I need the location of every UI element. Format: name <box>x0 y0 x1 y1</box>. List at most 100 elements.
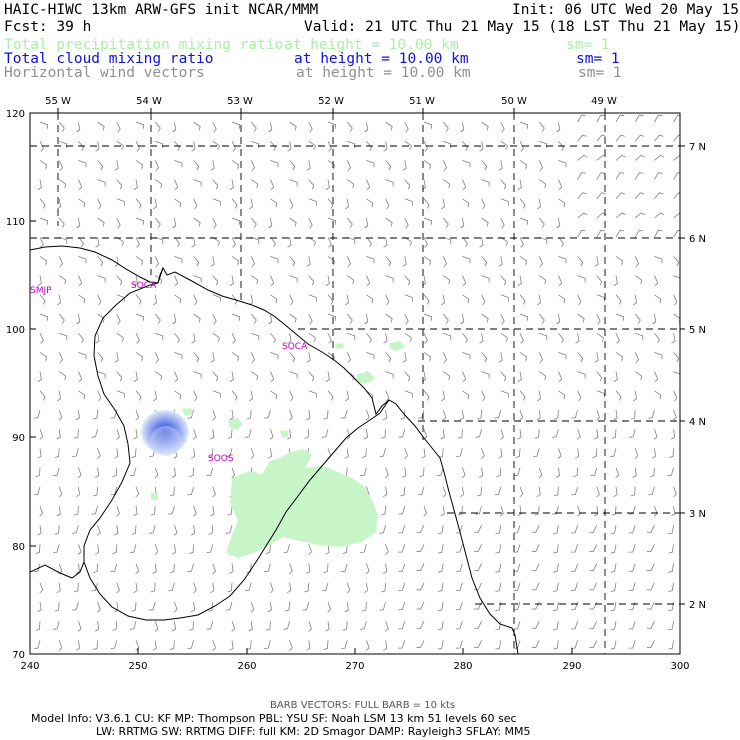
lon-label: 50 W <box>501 96 527 107</box>
wind-barb <box>169 486 175 497</box>
wind-barb <box>634 212 645 219</box>
wind-barb <box>402 352 407 363</box>
wind-barb <box>481 275 490 283</box>
wind-barb <box>385 217 393 227</box>
wind-barb <box>155 236 164 244</box>
wind-barb <box>495 563 502 573</box>
wind-barb <box>52 621 60 630</box>
wind-barb <box>33 640 41 649</box>
lat-label: 2 N <box>689 600 706 611</box>
wind-barb <box>289 313 297 323</box>
wind-barb <box>517 179 522 190</box>
y-tick-label: 80 <box>12 542 25 553</box>
wind-barb <box>498 448 503 459</box>
wind-barb <box>154 352 160 363</box>
wind-barb <box>210 256 215 267</box>
wind-barb <box>212 217 217 229</box>
wind-barb <box>131 448 137 458</box>
wind-barb <box>327 294 334 305</box>
wind-barb <box>538 121 545 132</box>
wind-barb <box>366 352 375 360</box>
wind-barb <box>325 371 330 382</box>
wind-barb <box>39 121 48 129</box>
wind-barb <box>150 505 156 516</box>
wind-barb <box>250 313 257 324</box>
wind-barb <box>558 160 567 168</box>
wind-barb <box>553 563 559 573</box>
wind-barb <box>437 525 444 535</box>
wind-barb <box>93 640 98 650</box>
wind-barb <box>462 294 470 304</box>
wind-barb <box>366 198 374 208</box>
wind-barb <box>577 192 587 200</box>
wind-barb <box>556 313 561 325</box>
wind-barb <box>460 217 465 229</box>
wind-barb <box>289 198 294 210</box>
wind-barb <box>536 409 541 421</box>
wind-barb <box>442 160 448 171</box>
forecast-hour: Fcst: 39 h <box>4 19 92 35</box>
wind-barb <box>615 256 624 265</box>
wind-barb <box>327 333 332 344</box>
wind-barb <box>78 332 84 343</box>
wind-barb <box>456 448 463 457</box>
wind-barb <box>210 160 215 171</box>
wind-barb <box>250 256 256 267</box>
wind-barb <box>515 448 521 458</box>
wind-barb <box>553 621 559 631</box>
wind-barb <box>611 505 617 516</box>
wind-barb <box>346 256 352 267</box>
wind-barb <box>250 121 257 132</box>
wind-barb <box>610 621 617 631</box>
wind-barb <box>615 114 625 123</box>
wind-barb <box>152 390 158 402</box>
wind-barb <box>632 294 638 306</box>
wind-barb <box>78 371 83 382</box>
wind-barb <box>327 601 332 613</box>
wind-barb <box>400 486 406 497</box>
wind-barb <box>52 467 60 477</box>
wind-barb <box>289 275 298 283</box>
wind-barb <box>379 448 386 457</box>
wind-barb <box>589 621 598 629</box>
wind-barb <box>421 179 426 190</box>
wind-barb <box>189 544 194 554</box>
wind-barb <box>231 141 236 152</box>
wind-barb <box>150 582 156 593</box>
wind-barb <box>210 352 215 363</box>
wind-barb <box>327 313 336 321</box>
wind-barb <box>402 256 407 267</box>
wind-barb <box>97 198 102 210</box>
wind-barb <box>573 467 578 478</box>
wind-barb <box>187 486 194 496</box>
wind-barb <box>398 525 406 534</box>
wind-barb <box>558 275 563 286</box>
wind-barb <box>75 640 80 651</box>
wind-barb <box>479 237 484 248</box>
wind-barb <box>385 467 389 479</box>
wind-barb <box>250 179 259 189</box>
wind-barb <box>423 141 428 152</box>
wind-barb <box>462 371 467 382</box>
wind-barb <box>519 141 524 152</box>
wind-barb <box>538 179 547 189</box>
wind-barb <box>455 640 463 649</box>
wind-barb <box>513 467 521 477</box>
wind-barb <box>289 563 293 575</box>
wind-barb <box>628 505 636 515</box>
wind-barb <box>385 621 389 632</box>
wind-barb <box>651 448 656 459</box>
lat-label: 6 N <box>689 234 706 245</box>
wind-barb <box>556 217 561 229</box>
wind-barb <box>366 275 371 286</box>
wind-barb <box>404 179 411 190</box>
wind-barb <box>594 256 599 267</box>
wind-barb <box>95 141 100 152</box>
wind-barb <box>615 352 624 361</box>
wind-barb <box>555 467 560 478</box>
wind-barb <box>628 544 636 553</box>
wind-barb <box>634 448 639 459</box>
wind-barb <box>558 198 566 208</box>
wind-barb <box>668 621 674 631</box>
wind-barb <box>594 352 599 363</box>
